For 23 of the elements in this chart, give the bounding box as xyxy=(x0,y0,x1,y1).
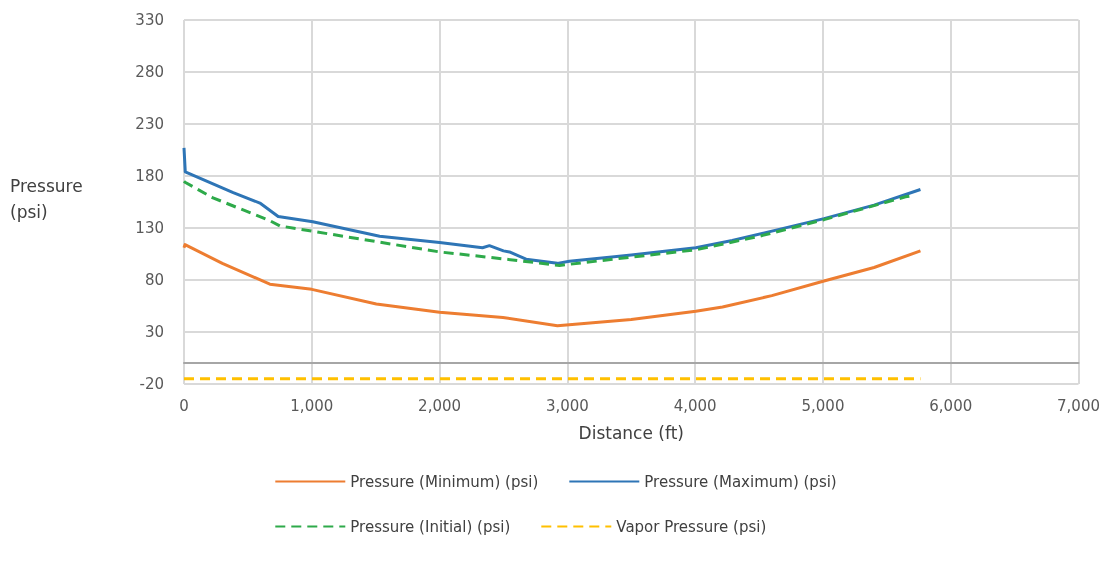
y-tick-label: 180 xyxy=(135,167,164,185)
x-tick-label: 1,000 xyxy=(290,396,334,415)
legend-label: Pressure (Initial) (psi) xyxy=(350,517,511,536)
x-tick-label: 2,000 xyxy=(418,396,462,415)
legend-label: Pressure (Minimum) (psi) xyxy=(350,472,539,491)
x-tick-label: 7,000 xyxy=(1057,396,1101,415)
x-tick-label: 5,000 xyxy=(801,396,845,415)
y-axis-title: Pressure (psi) xyxy=(10,176,88,222)
x-tick-label: 4,000 xyxy=(673,396,717,415)
x-tick-label: 0 xyxy=(179,396,189,415)
line-series xyxy=(182,243,922,328)
y-tick-label: 330 xyxy=(135,11,164,29)
legend-label: Pressure (Maximum) (psi) xyxy=(644,472,837,491)
y-tick-label: 130 xyxy=(135,219,164,237)
x-tick-label: 6,000 xyxy=(929,396,973,415)
y-tick-label: 80 xyxy=(144,271,164,289)
y-tick-label: 280 xyxy=(135,63,164,81)
y-tick-label: -20 xyxy=(139,375,164,393)
x-axis-title: Distance (ft) xyxy=(578,422,684,443)
y-tick-label: 30 xyxy=(144,323,164,341)
legend-label: Vapor Pressure (psi) xyxy=(616,517,767,536)
y-tick-label: 230 xyxy=(135,115,164,133)
x-tick-label: 3,000 xyxy=(545,396,589,415)
